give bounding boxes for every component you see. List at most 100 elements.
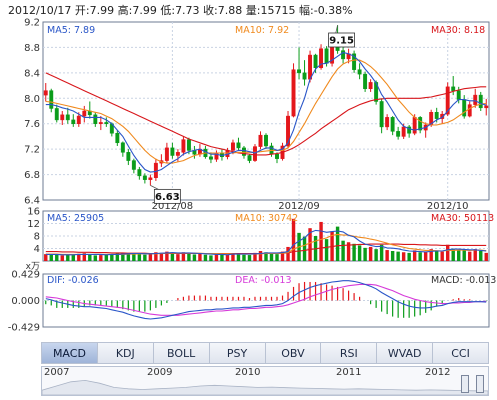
macd-dea-line bbox=[45, 283, 487, 316]
candle-body bbox=[54, 108, 59, 121]
candle-body bbox=[308, 54, 313, 80]
annotation-label: 6.63 bbox=[155, 192, 180, 203]
volume-bar bbox=[143, 254, 147, 261]
candle-body bbox=[71, 119, 76, 124]
tab-obv[interactable]: OBV bbox=[266, 343, 322, 363]
candle-body bbox=[164, 147, 169, 161]
volume-bar bbox=[379, 244, 384, 261]
tab-rsi[interactable]: RSI bbox=[321, 343, 378, 363]
volume-bar bbox=[181, 252, 186, 261]
legend-ma10-text: MA10: 30742 bbox=[235, 213, 298, 224]
volume-bar bbox=[346, 242, 351, 261]
price-tick-label: 6.8 bbox=[24, 170, 40, 181]
stock-chart[interactable]: 9.2 8.8 8.4 8.0 7.6 7.2 6.8 6.4 2012/08 2012/09 20… bbox=[0, 0, 497, 340]
volume-bar bbox=[88, 254, 92, 261]
volume-bar bbox=[60, 255, 64, 261]
low-value: 7.73 bbox=[175, 3, 200, 17]
timeline-year-label: 2011 bbox=[336, 367, 362, 378]
volume-bar bbox=[479, 251, 483, 261]
volume-bar bbox=[401, 252, 406, 261]
x-tick-label: 2012/09 bbox=[278, 201, 320, 212]
volume-bar bbox=[319, 221, 323, 261]
tab-boll[interactable]: BOLL bbox=[154, 343, 210, 363]
volume-bar bbox=[121, 252, 125, 261]
volume-tick-label: 8 bbox=[34, 232, 40, 243]
candle-body bbox=[440, 113, 445, 119]
annotation-box bbox=[328, 32, 355, 48]
candle-body bbox=[242, 147, 246, 156]
candle-body bbox=[142, 175, 147, 180]
volume-bar bbox=[352, 243, 356, 261]
price-panel bbox=[42, 21, 490, 201]
low-label: 低: bbox=[160, 4, 176, 17]
volume-bar bbox=[429, 249, 433, 261]
legend-dif-text: DIF: -0.026 bbox=[47, 275, 99, 286]
timeline-navigator[interactable]: 2007 2009 2010 2011 2012 bbox=[41, 366, 489, 396]
volume-bar bbox=[396, 251, 400, 261]
volume-bar bbox=[451, 248, 455, 261]
legend-macd-text: MACD: -0.013 bbox=[431, 275, 496, 286]
volume-bar bbox=[341, 240, 345, 261]
tab-macd[interactable]: MACD bbox=[42, 343, 98, 363]
candle-body bbox=[401, 126, 406, 137]
price-tick-label: 7.2 bbox=[24, 145, 40, 156]
open-label: 开: bbox=[74, 4, 90, 17]
volume-bar bbox=[115, 253, 120, 261]
volume-label: 量: bbox=[245, 4, 261, 17]
volume-bar bbox=[324, 239, 329, 261]
x-tick-label: 2012/08 bbox=[152, 201, 194, 212]
candle-body bbox=[324, 48, 329, 64]
high-value: 7.99 bbox=[132, 3, 157, 17]
timeline-trace bbox=[41, 379, 489, 396]
volume-bar bbox=[275, 254, 279, 261]
candle-body bbox=[181, 139, 186, 153]
candle-body bbox=[275, 153, 279, 159]
macd-dif-line bbox=[45, 280, 487, 320]
volume-bar bbox=[104, 254, 109, 261]
volume-bar bbox=[209, 255, 213, 261]
volume-value: 15715 bbox=[260, 3, 296, 17]
candle-body bbox=[131, 160, 136, 170]
volume-bar bbox=[55, 254, 59, 261]
candle-body bbox=[286, 115, 290, 147]
candle-body bbox=[170, 147, 175, 156]
candle-body bbox=[49, 90, 54, 109]
tab-kdj[interactable]: KDJ bbox=[98, 343, 154, 363]
volume-bar bbox=[291, 218, 296, 261]
volume-bar bbox=[77, 253, 81, 261]
volume-bar bbox=[258, 251, 263, 261]
tab-cci[interactable]: CCI bbox=[451, 346, 470, 360]
quote-header: 2012/10/17 开: 7.99 高: 7.99 低: 7.73 收: 7.… bbox=[0, 0, 497, 20]
candle-body bbox=[341, 50, 346, 60]
timeline-year-label: 2007 bbox=[44, 367, 70, 378]
volume-bar bbox=[231, 253, 235, 261]
volume-bar bbox=[264, 252, 268, 261]
candle-body bbox=[478, 94, 483, 109]
candle-body bbox=[484, 105, 489, 109]
price-tick-label: 8.8 bbox=[24, 43, 40, 54]
candle-body bbox=[93, 114, 98, 124]
volume-bar bbox=[132, 253, 136, 261]
tab-wvad[interactable]: WVAD bbox=[377, 343, 434, 363]
volume-bar bbox=[203, 254, 208, 261]
tab-psy[interactable]: PSY bbox=[210, 343, 266, 363]
volume-bar bbox=[165, 251, 169, 261]
indicator-tabs[interactable]: MACD KDJ BOLL PSY OBV RSI WVAD CCI bbox=[41, 342, 489, 364]
volume-bar bbox=[126, 253, 131, 261]
legend-ma30-text: MA30: 50113 bbox=[431, 213, 494, 224]
volume-bar bbox=[71, 255, 75, 261]
volume-bar bbox=[468, 251, 472, 261]
timeline-right-handle[interactable] bbox=[476, 375, 484, 393]
candle-body bbox=[175, 152, 180, 156]
candle-body bbox=[445, 86, 450, 115]
volume-bar bbox=[49, 253, 53, 261]
candle-body bbox=[82, 110, 87, 117]
volume-bar bbox=[192, 254, 197, 261]
volume-bar bbox=[82, 253, 87, 261]
timeline-left-handle[interactable] bbox=[461, 375, 469, 393]
price-tick-label: 8.4 bbox=[24, 68, 40, 79]
candle-body bbox=[247, 155, 252, 161]
volume-bar bbox=[286, 246, 290, 261]
volume-bar bbox=[308, 228, 312, 261]
volume-bar bbox=[457, 250, 461, 261]
